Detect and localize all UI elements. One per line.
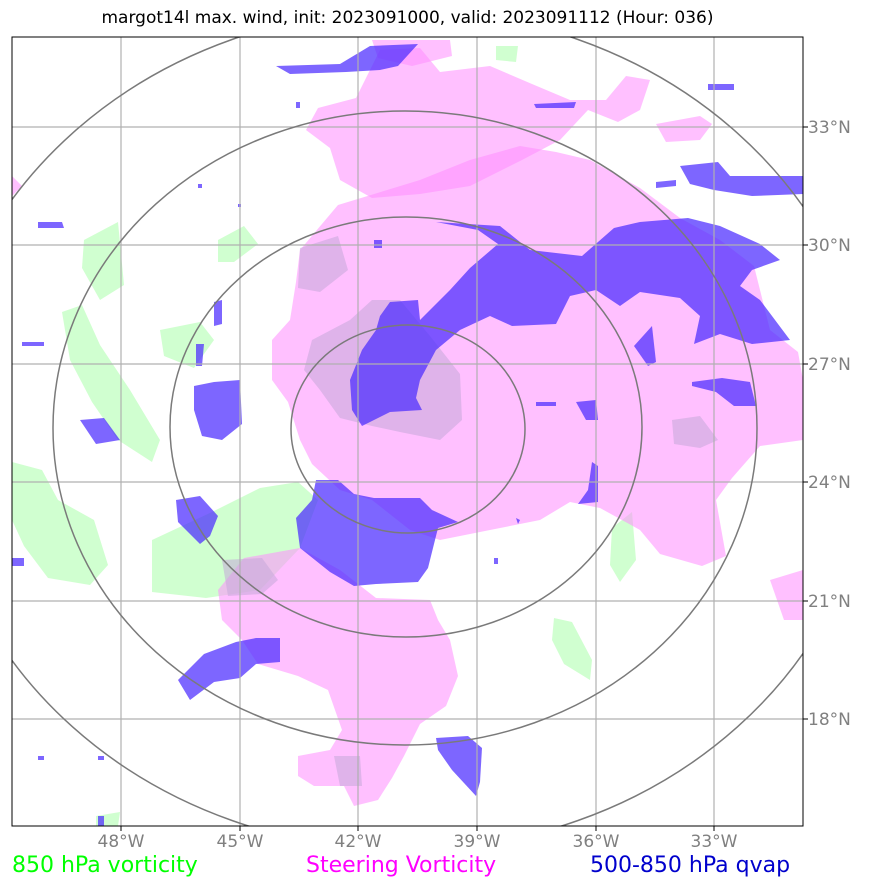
map-frame xyxy=(11,36,804,827)
lat-label-21n: 21°N xyxy=(808,592,851,612)
lat-label-27n: 27°N xyxy=(808,355,851,375)
chart-title: margot14l max. wind, init: 2023091000, v… xyxy=(101,8,714,28)
range-ring-3 xyxy=(52,110,758,746)
lat-label-24n: 24°N xyxy=(808,473,851,493)
lon-label-39w: 39°W xyxy=(454,832,501,852)
qvap-layer xyxy=(12,44,803,826)
range-rings xyxy=(12,37,803,826)
lat-label-33n: 33°N xyxy=(808,118,851,138)
lon-label-45w: 45°W xyxy=(217,832,264,852)
lon-labels: 48°W 45°W 42°W 39°W 36°W 33°W xyxy=(98,832,738,852)
lon-label-36w: 36°W xyxy=(573,832,620,852)
range-ring-1 xyxy=(290,324,526,534)
lat-label-30n: 30°N xyxy=(808,236,851,256)
lon-label-33w: 33°W xyxy=(691,832,738,852)
tick-marks xyxy=(120,126,808,831)
lat-labels: 33°N 30°N 27°N 24°N 21°N 18°N xyxy=(808,118,851,730)
lon-label-48w: 48°W xyxy=(98,832,145,852)
range-ring-2 xyxy=(169,216,643,638)
legend-qvap: 500-850 hPa qvap xyxy=(590,853,791,878)
legend-850-vorticity: 850 hPa vorticity xyxy=(12,853,198,878)
lon-label-42w: 42°W xyxy=(335,832,382,852)
legend-steering-vorticity: Steering Vorticity xyxy=(306,853,497,878)
graticule xyxy=(12,37,803,826)
lat-label-18n: 18°N xyxy=(808,710,851,730)
